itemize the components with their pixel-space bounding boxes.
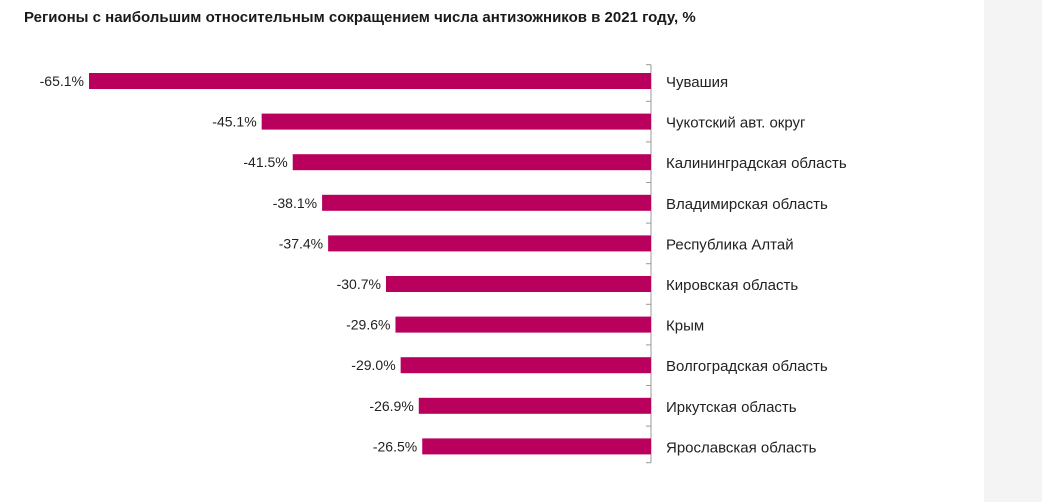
bar [89, 73, 651, 89]
value-label: -38.1% [273, 195, 317, 211]
value-label: -29.0% [351, 357, 395, 373]
category-label: Крым [666, 318, 704, 335]
value-label: -41.5% [243, 154, 287, 170]
bar [418, 397, 651, 414]
bar [322, 194, 651, 211]
value-label: -45.1% [212, 114, 256, 130]
chart-card: Регионы с наибольшим относительным сокра… [0, 0, 984, 502]
category-label: Калининградская область [666, 155, 847, 172]
value-label: -65.1% [40, 73, 84, 89]
bar [261, 113, 651, 130]
value-label: -30.7% [337, 276, 381, 292]
category-label: Владимирская область [666, 196, 828, 213]
bar [395, 316, 651, 333]
category-label: Иркутская область [666, 399, 797, 416]
category-label: Республика Алтай [666, 236, 794, 253]
category-label: Кировская область [666, 277, 798, 294]
value-label: -29.6% [346, 317, 390, 333]
bar [292, 154, 651, 171]
bar [328, 235, 651, 252]
value-label: -26.9% [369, 398, 413, 414]
category-label: Ярославская область [666, 439, 817, 456]
value-label: -26.5% [373, 438, 417, 454]
category-label: Волгоградская область [666, 358, 828, 375]
value-label: -37.4% [279, 235, 323, 251]
bar-chart: -65.1% Чувашия -45.1% Чукотский авт. округ -… [40, 64, 847, 464]
bar [385, 276, 651, 292]
bar [400, 357, 651, 374]
category-label: Чукотский авт. округ [666, 115, 806, 132]
category-label: Чувашия [666, 74, 728, 91]
bar [422, 438, 651, 455]
chart-title: Регионы с наибольшим относительным сокра… [24, 9, 696, 26]
